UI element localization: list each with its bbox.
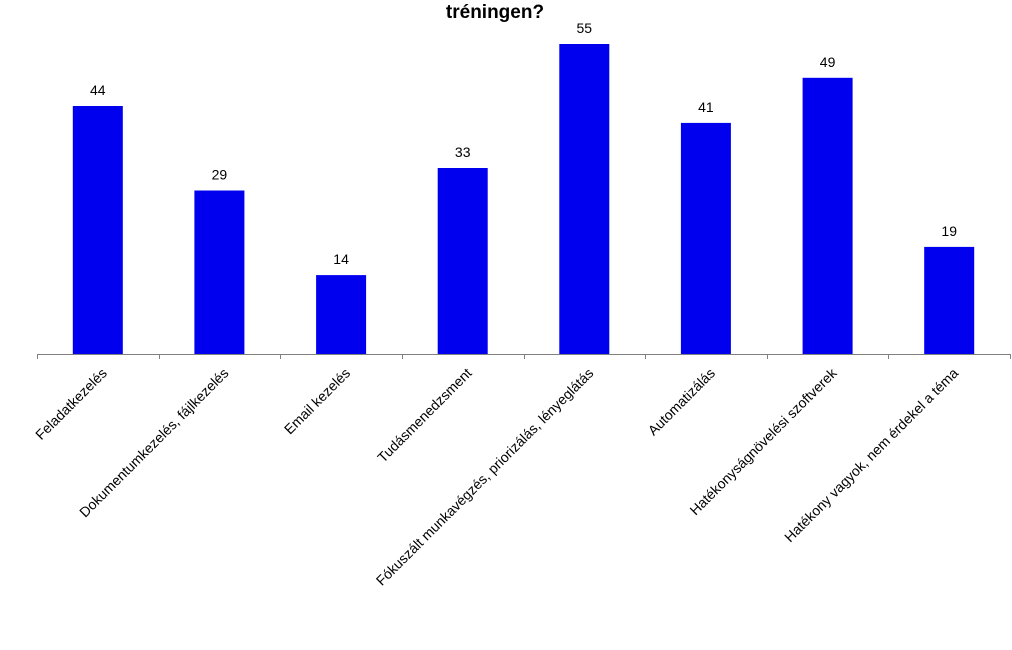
bar	[437, 168, 488, 354]
data-label: 55	[577, 20, 593, 36]
x-tick-label: Automatizálás	[645, 365, 718, 438]
data-labels-group: 44 29 14 33 55 41 49 19	[90, 20, 957, 267]
data-label: 19	[941, 223, 957, 239]
data-label: 33	[455, 144, 471, 160]
x-tick-marks-group	[37, 354, 1011, 359]
data-label: 29	[212, 167, 228, 183]
data-label: 49	[820, 54, 836, 70]
bar	[802, 77, 853, 355]
x-tick-label: Hatékonyságnövelési szoftverek	[686, 364, 840, 518]
x-tick-label: Feladatkezelés	[32, 365, 110, 443]
x-tick-label: Email kezelés	[281, 365, 353, 437]
data-label: 44	[90, 82, 106, 98]
bar	[680, 122, 731, 355]
bar	[559, 44, 610, 354]
bar	[194, 190, 245, 354]
bar	[924, 246, 975, 354]
data-label: 41	[698, 99, 714, 115]
chart-title: tréningen?	[446, 2, 544, 23]
x-tick-label: Dokumentumkezelés, fájlkezelés	[76, 365, 231, 520]
data-label: 14	[333, 251, 349, 267]
bar	[316, 275, 367, 354]
x-tick-label: Tudásmenedzsment	[374, 365, 475, 466]
x-tick-label: Fókuszált munkavégzés, priorizálás, lény…	[373, 365, 597, 589]
bars-group	[72, 44, 975, 355]
bar	[72, 106, 123, 354]
